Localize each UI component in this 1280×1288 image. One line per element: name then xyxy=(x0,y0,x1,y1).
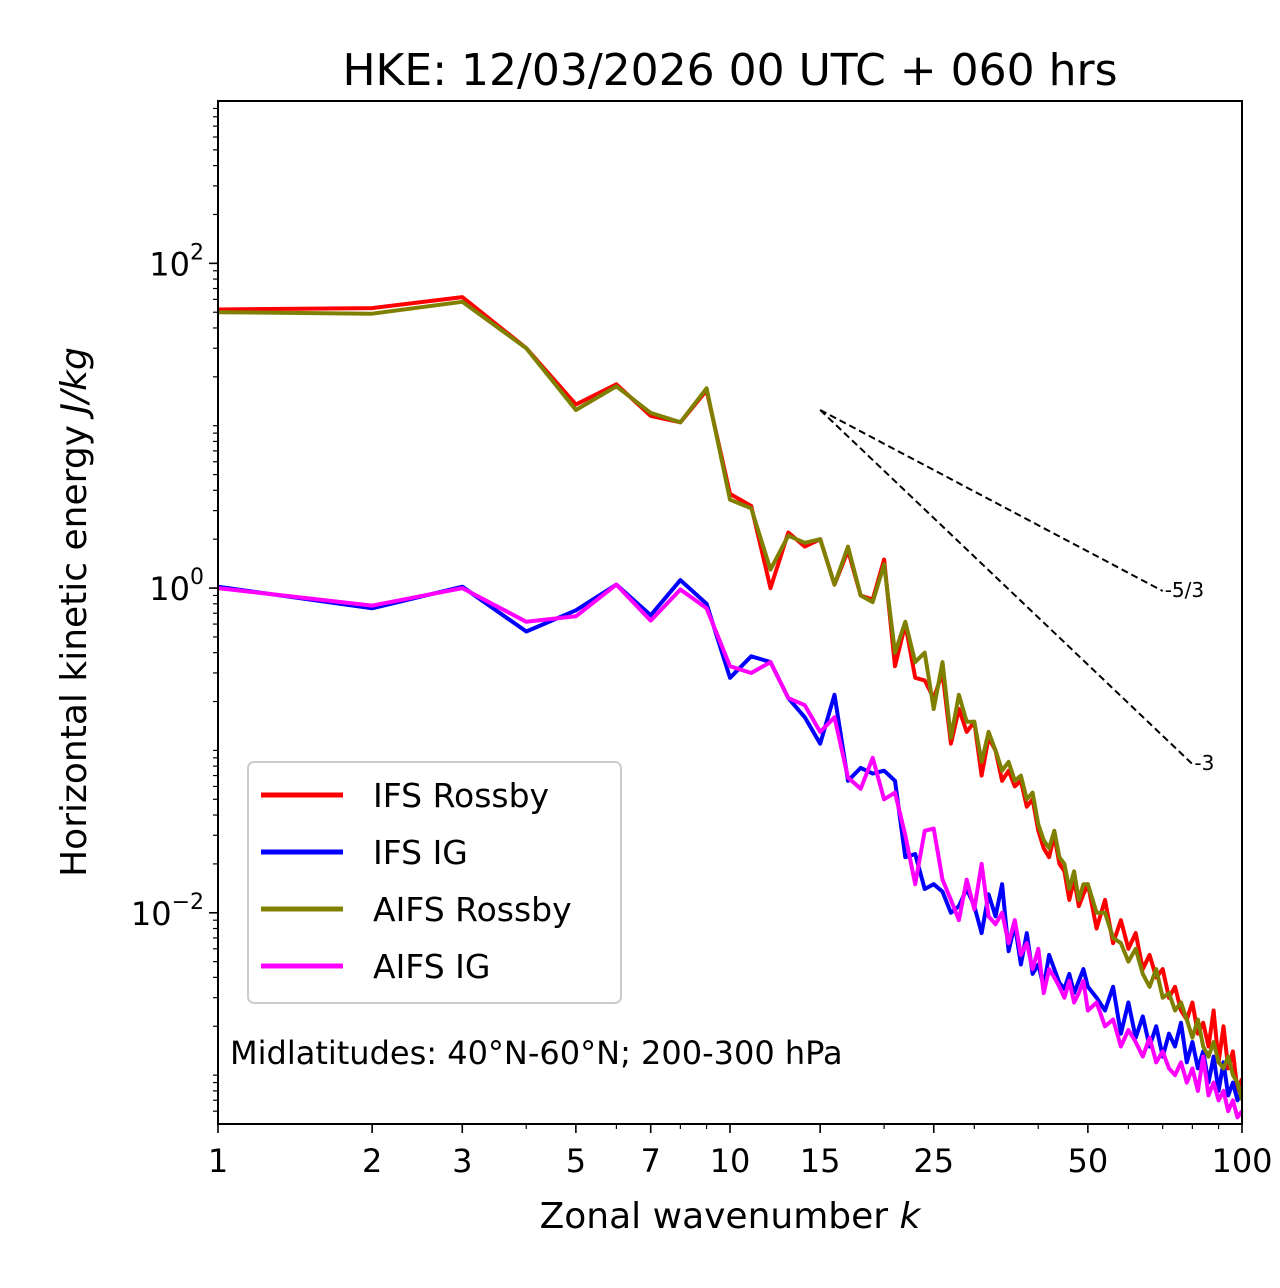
y-tick-label: 10−2 xyxy=(131,890,204,933)
legend-label: IFS IG xyxy=(373,833,468,872)
x-axis-label-symbol: k xyxy=(900,1196,923,1237)
x-axis-label: Zonal wavenumber k xyxy=(540,1196,923,1237)
x-tick-label: 7 xyxy=(641,1142,661,1180)
series-group xyxy=(218,295,1242,1120)
y-tick-label: 102 xyxy=(149,240,204,283)
chart-title: HKE: 12/03/2026 00 UTC + 060 hrs xyxy=(342,45,1117,96)
reference-line-2 xyxy=(819,409,1194,765)
x-tick-label: 50 xyxy=(1068,1142,1109,1180)
legend-box xyxy=(247,761,622,1004)
reference-slope-lines: -5/3 -3 xyxy=(819,409,1214,775)
x-tick-label: 5 xyxy=(566,1142,586,1180)
legend: IFS Rossby IFS IG AIFS Rossby AIFS IG xyxy=(247,761,622,1004)
y-axis-ticks: 102 100 10−2 xyxy=(131,240,218,933)
x-axis-ticks: 1 2 3 5 7 10 15 25 50 100 xyxy=(208,1124,1273,1180)
x-tick-label: 3 xyxy=(452,1142,472,1180)
x-axis-label-text: Zonal wavenumber xyxy=(540,1196,889,1237)
series-line-ifs-ig xyxy=(218,578,1242,1103)
legend-label: AIFS IG xyxy=(373,947,490,986)
y-axis-label: Horizontal kinetic energy J/kg xyxy=(54,347,95,877)
x-tick-label: 100 xyxy=(1211,1142,1272,1180)
reference-line-label: -5/3 xyxy=(1165,578,1204,602)
y-axis-label-unit: J/kg xyxy=(54,347,95,419)
reference-line-1 xyxy=(819,409,1164,592)
y-tick-label: 100 xyxy=(149,565,204,608)
x-tick-label: 2 xyxy=(362,1142,382,1180)
x-tick-label: 10 xyxy=(710,1142,751,1180)
x-tick-label: 15 xyxy=(800,1142,841,1180)
plot-frame xyxy=(217,100,1243,1125)
x-tick-label: 25 xyxy=(913,1142,954,1180)
x-tick-label: 1 xyxy=(208,1142,228,1180)
series-line-aifs-rossby xyxy=(218,299,1242,1101)
series-line-aifs-ig xyxy=(218,582,1242,1120)
legend-label: AIFS Rossby xyxy=(373,890,572,929)
y-axis-label-text: Horizontal kinetic energy xyxy=(54,425,95,877)
legend-label: IFS Rossby xyxy=(373,776,549,815)
region-annotation: Midlatitudes: 40°N-60°N; 200-300 hPa xyxy=(230,1034,843,1072)
reference-line-label: -3 xyxy=(1194,751,1214,775)
